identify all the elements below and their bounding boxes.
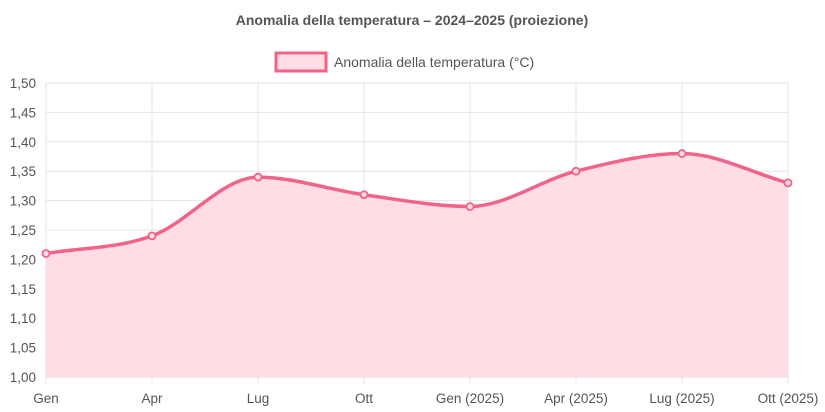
x-tick-label: Gen xyxy=(33,391,59,406)
y-tick-label: 1,35 xyxy=(10,164,36,179)
y-tick-label: 1,45 xyxy=(10,105,36,120)
data-point[interactable] xyxy=(465,202,475,211)
chart-title: Anomalia della temperatura – 2024–2025 (… xyxy=(236,12,588,28)
plot-area xyxy=(41,149,793,377)
x-tick-label: Ott xyxy=(355,391,373,406)
data-point[interactable] xyxy=(783,178,793,188)
legend-label: Anomalia della temperatura (°C) xyxy=(334,54,534,70)
y-tick-label: 1,05 xyxy=(10,341,36,356)
x-tick-label: Apr xyxy=(141,391,163,406)
x-tick-label: Ott (2025) xyxy=(758,391,819,406)
data-point[interactable] xyxy=(571,166,581,176)
axis-ticks: 1,00 1,05 1,10 1,15 1,20 1,25 1,30 1,35 1,40 1,45… xyxy=(10,76,819,406)
y-tick-label: 1,30 xyxy=(10,194,36,209)
series-line xyxy=(45,151,789,256)
x-tick-label: Gen (2025) xyxy=(436,391,504,406)
y-tick-label: 1,20 xyxy=(10,252,36,267)
y-tick-label: 1,10 xyxy=(10,311,36,326)
y-tick-label: 1,15 xyxy=(10,282,36,297)
data-point[interactable] xyxy=(41,249,51,258)
y-tick-label: 1,50 xyxy=(10,76,36,91)
x-tick-label: Apr (2025) xyxy=(544,391,608,406)
y-tick-label: 1,00 xyxy=(10,370,36,385)
x-tick-label: Lug (2025) xyxy=(649,391,714,406)
data-point[interactable] xyxy=(147,231,157,241)
y-tick-label: 1,25 xyxy=(10,223,36,238)
x-tick-label: Lug xyxy=(247,391,270,406)
y-tick-label: 1,40 xyxy=(10,135,36,150)
data-point[interactable] xyxy=(359,190,369,200)
legend-swatch xyxy=(274,51,328,73)
data-point[interactable] xyxy=(253,172,263,182)
legend[interactable]: Anomalia della temperatura (°C) xyxy=(274,51,534,73)
series-area-fill xyxy=(46,153,788,377)
data-point[interactable] xyxy=(677,149,687,158)
